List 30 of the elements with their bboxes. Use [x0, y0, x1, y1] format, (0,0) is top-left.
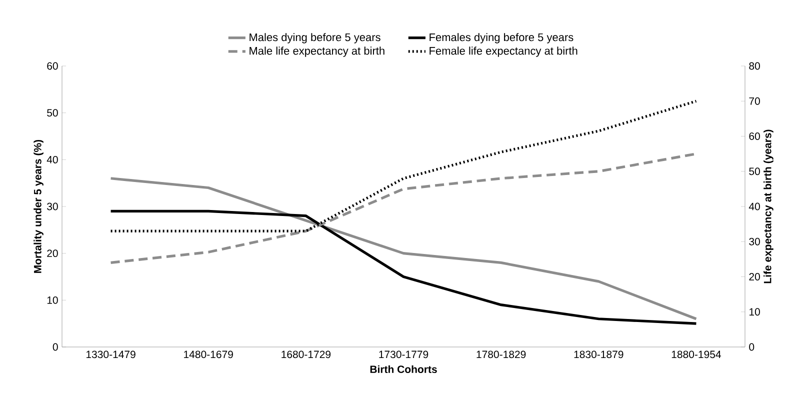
x-tick-label: 1780-1829	[476, 350, 526, 358]
y-tick-label: 20	[47, 250, 58, 258]
x-tick-label: 1880-1954	[672, 350, 721, 358]
x-tick-label: 1730-1779	[379, 350, 428, 358]
y-tick-label: 30	[47, 202, 58, 210]
x-tick-label: 1830-1879	[574, 350, 624, 358]
y2-tick-label: 60	[749, 132, 760, 140]
y2-tick-label: 80	[749, 62, 760, 70]
x-tick-label: 1330-1479	[86, 350, 136, 358]
x-tick-label: 1480-1679	[184, 350, 233, 358]
x-tick-label: 1680-1729	[282, 350, 331, 358]
y2-tick-label: 50	[749, 168, 760, 176]
y-tick-label: 60	[47, 62, 58, 70]
y2-tick-label: 10	[749, 308, 760, 316]
y2-tick-label: 70	[749, 97, 760, 105]
y-tick-label: 50	[47, 109, 58, 117]
x-axis-title: Birth Cohorts	[370, 365, 437, 374]
legend-label: Males dying before 5 years	[250, 33, 380, 44]
legend-label: Females dying before 5 years	[430, 33, 574, 44]
y2-tick-label: 30	[749, 238, 760, 246]
legend-label: Male life expectancy at birth	[250, 46, 384, 57]
y2-tick-label: 40	[748, 202, 760, 210]
y-tick-label: 40	[46, 156, 58, 164]
y-axis-title: Mortality under 5 years (%)	[34, 140, 44, 273]
y2-axis-title: Life expectancy at birth (years)	[764, 130, 774, 284]
y-tick-label: 0	[52, 343, 58, 351]
legend-label: Female life expectancy at birth	[430, 46, 578, 57]
y2-tick-label: 0	[749, 343, 754, 351]
y2-tick-label: 20	[749, 273, 760, 280]
y-tick-label: 10	[47, 296, 58, 304]
